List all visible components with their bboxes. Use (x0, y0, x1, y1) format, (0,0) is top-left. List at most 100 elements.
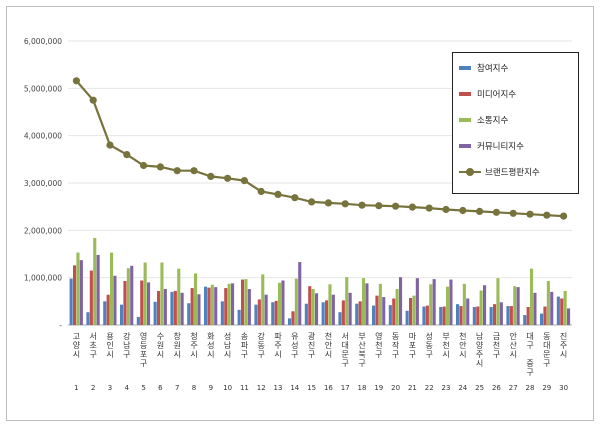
bar-1 (489, 307, 493, 325)
bar-2 (291, 311, 295, 325)
bar-1 (338, 312, 342, 325)
y-tick-label: 3,000,000 (24, 179, 62, 188)
rank-label: 5 (141, 384, 145, 392)
bar-4 (79, 260, 83, 325)
bar-2 (157, 290, 161, 325)
bar-4 (399, 277, 403, 325)
brand-line-point (173, 167, 181, 175)
bar-3 (429, 284, 433, 325)
bar-2 (106, 294, 110, 325)
bar-1 (170, 291, 174, 325)
bar-3 (76, 252, 80, 325)
bar-1 (405, 310, 409, 325)
bar-3 (294, 278, 298, 325)
bar-2 (425, 305, 429, 325)
bar-4 (382, 297, 386, 325)
bar-2 (375, 295, 379, 325)
bar-3 (244, 279, 248, 325)
bar-1 (120, 304, 124, 325)
bar-1 (288, 318, 292, 325)
bar-3 (530, 268, 534, 325)
brand-line-point (543, 211, 551, 219)
bar-3 (395, 289, 399, 325)
legend-swatch (459, 66, 471, 70)
bar-2 (207, 287, 211, 325)
y-axis-ticks: 6,000,000 5,000,000 4,000,000 3,000,000 2,00… (24, 37, 62, 330)
bar-3 (546, 280, 550, 325)
bar-1 (237, 309, 241, 325)
bar-1 (321, 302, 325, 325)
brand-line-point (408, 203, 416, 211)
bar-3 (93, 237, 97, 325)
bar-4 (147, 282, 151, 325)
bar-3 (462, 283, 466, 325)
bar-2 (241, 279, 245, 325)
bar-2 (173, 290, 177, 325)
legend-label: 미디어지수 (477, 90, 517, 100)
bar-1 (86, 312, 90, 325)
bar-3 (378, 283, 382, 325)
bar-1 (439, 307, 443, 325)
bar-3 (479, 290, 483, 325)
rank-label: 26 (492, 384, 501, 392)
brand-line-point (492, 208, 500, 216)
bar-4 (247, 289, 251, 325)
bar-2 (459, 306, 463, 325)
bar-4 (315, 293, 319, 325)
legend: 참여지수 미디어지수 소통지수 커뮤니티지수 브랜드평판지수 (452, 52, 579, 194)
rank-label: 13 (274, 384, 283, 392)
bar-3 (143, 262, 147, 325)
rank-label: 3 (108, 384, 112, 392)
rank-label: 14 (290, 384, 299, 392)
bar-2 (257, 299, 261, 325)
legend-label: 소통지수 (477, 116, 509, 126)
rank-label: 28 (526, 384, 535, 392)
y-tick-label: 5,000,000 (24, 84, 62, 93)
bar-1 (69, 278, 73, 325)
rank-label: 1 (74, 384, 78, 392)
bar-1 (388, 305, 392, 325)
bar-4 (567, 308, 571, 325)
bar-2 (190, 288, 194, 325)
bar-3 (261, 274, 265, 325)
bar-2 (409, 298, 413, 325)
bar-1 (271, 302, 275, 325)
bar-2 (358, 301, 362, 325)
bar-4 (264, 294, 268, 325)
bar-3 (126, 268, 130, 325)
legend-swatch (459, 144, 471, 148)
brand-line-point (240, 177, 248, 185)
bar-4 (214, 287, 218, 325)
bar-3 (160, 262, 164, 325)
rank-label: 19 (374, 384, 383, 392)
bar-2 (123, 280, 127, 325)
bar-4 (550, 291, 554, 325)
bar-2 (526, 307, 530, 325)
bar-3 (513, 286, 517, 325)
brand-line-point (324, 199, 332, 207)
bar-1 (456, 304, 460, 325)
legend-line-marker (459, 168, 481, 176)
rank-label: 25 (475, 384, 484, 392)
bar-1 (304, 303, 308, 325)
rank-label: 21 (408, 384, 417, 392)
bar-3 (563, 290, 567, 325)
y-tick-label: 2,000,000 (24, 226, 62, 235)
